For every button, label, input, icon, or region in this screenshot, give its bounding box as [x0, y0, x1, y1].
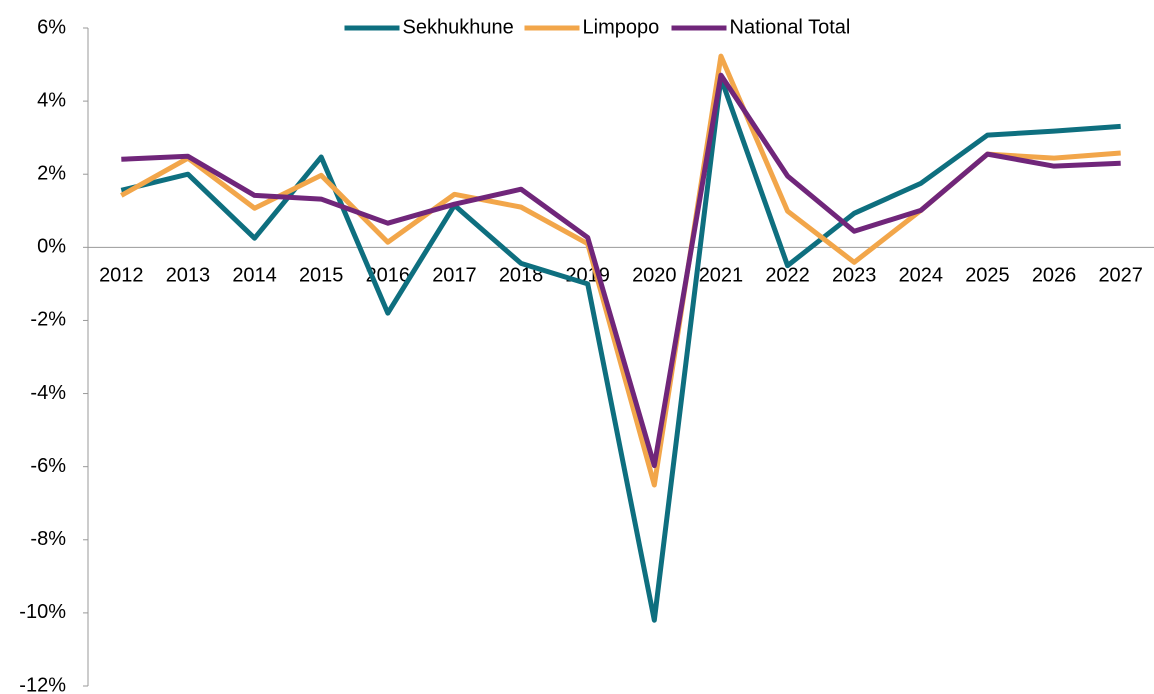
x-tick-label: 2014	[232, 265, 277, 287]
line-series	[121, 72, 1121, 469]
y-tick-label: -2%	[30, 309, 66, 331]
legend-label: Sekhukhune	[403, 16, 514, 38]
legend-label: Limpopo	[583, 16, 660, 38]
x-tick-label: 2012	[99, 265, 144, 287]
x-tick-label: 2020	[632, 265, 677, 287]
y-tick-label: -10%	[19, 601, 66, 623]
x-tick-label: 2021	[699, 265, 744, 287]
y-tick-label: 4%	[37, 89, 66, 111]
x-tick-label: 2015	[299, 265, 344, 287]
y-tick-label: -12%	[19, 674, 66, 694]
x-tick-label: 2027	[1098, 265, 1143, 287]
y-tick-label: 2%	[37, 163, 66, 185]
y-tick-label: -4%	[30, 382, 66, 404]
x-tick-label: 2023	[832, 265, 877, 287]
y-tick-label: 6%	[37, 16, 66, 38]
y-tick-label: -8%	[30, 528, 66, 550]
x-tick-label: 2018	[499, 265, 544, 287]
y-tick-label: -6%	[30, 455, 66, 477]
x-tick-label: 2017	[432, 265, 477, 287]
x-tick-label: 2025	[965, 265, 1010, 287]
y-tick-label: 0%	[37, 236, 66, 258]
x-tick-label: 2022	[765, 265, 810, 287]
x-tick-label: 2026	[1032, 265, 1077, 287]
x-tick-label: 2024	[899, 265, 944, 287]
legend-label: National Total	[730, 16, 851, 38]
x-tick-label: 2013	[166, 265, 211, 287]
